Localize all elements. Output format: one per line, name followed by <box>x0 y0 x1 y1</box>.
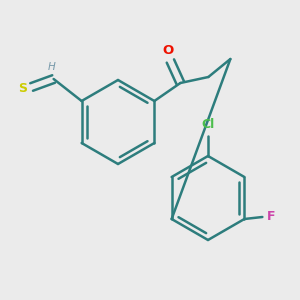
Text: O: O <box>163 44 174 58</box>
Text: H: H <box>48 62 56 72</box>
Text: Cl: Cl <box>201 118 214 131</box>
Text: S: S <box>18 82 27 95</box>
Text: F: F <box>267 211 276 224</box>
